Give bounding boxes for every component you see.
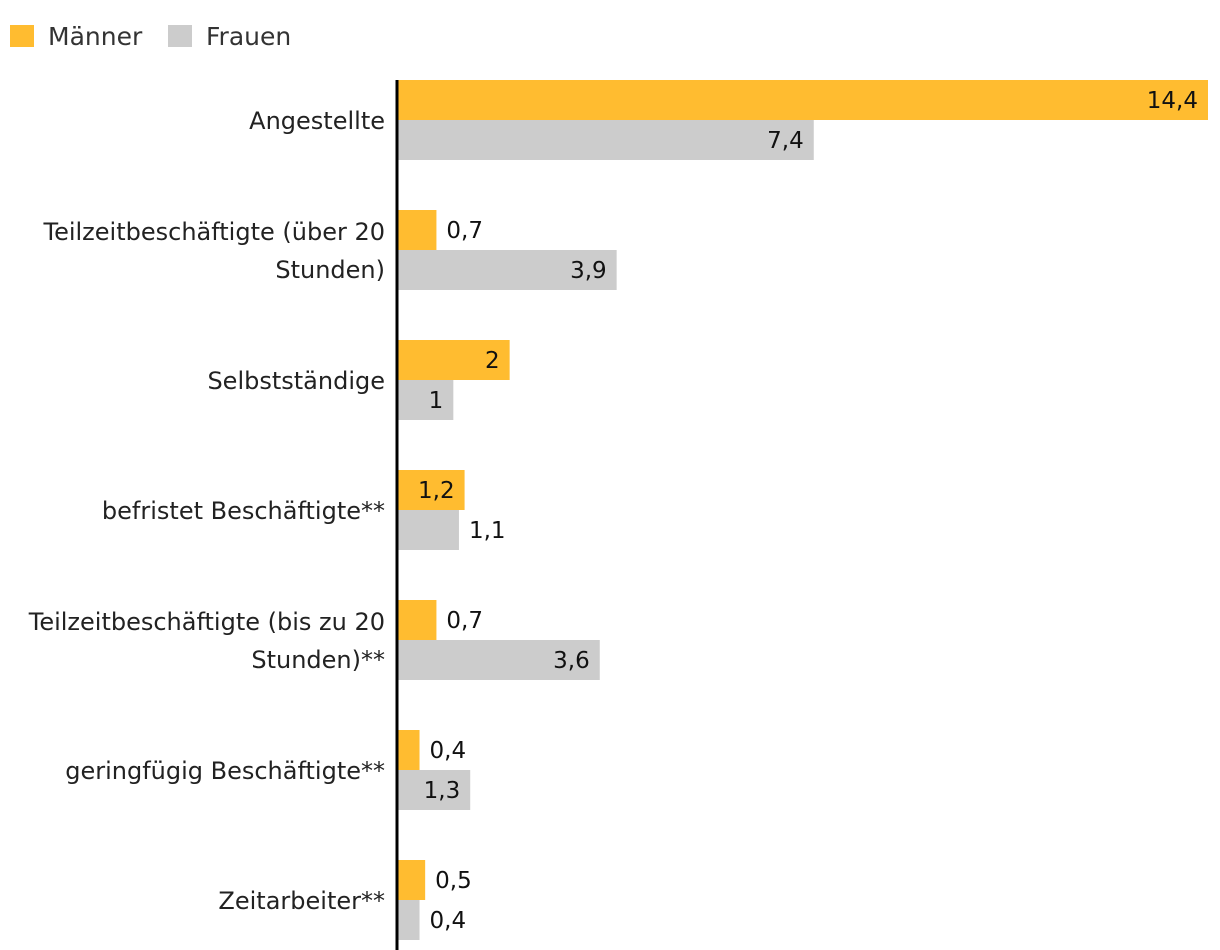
bar-maenner[interactable] xyxy=(397,340,510,380)
category-label: Teilzeitbeschäftigte (über 20 xyxy=(43,218,386,246)
category-group: Zeitarbeiter** 0,5 0,4 xyxy=(218,860,472,940)
bar-frauen[interactable] xyxy=(397,120,814,160)
category-group: Teilzeitbeschäftigte (bis zu 20 Stunden)*… xyxy=(28,600,600,680)
category-label: befristet Beschäftigte** xyxy=(102,497,385,525)
legend-swatch xyxy=(10,25,34,47)
legend-swatch xyxy=(168,25,192,47)
legend: Männer Frauen xyxy=(10,22,291,51)
category-group: geringfügig Beschäftigte** 0,4 1,3 xyxy=(65,730,471,810)
category-label: Zeitarbeiter** xyxy=(218,887,385,915)
bar-frauen[interactable] xyxy=(397,770,471,810)
data-label: 3,9 xyxy=(570,258,607,284)
data-label: 0,4 xyxy=(430,738,467,764)
data-label: 1 xyxy=(429,388,444,414)
data-label: 0,7 xyxy=(446,218,483,244)
legend-label: Männer xyxy=(48,22,143,51)
data-label: 1,2 xyxy=(418,478,455,504)
bars: Angestellte 14,4 7,4 Teilzeitbeschäftigte (… xyxy=(28,80,1208,940)
category-group: befristet Beschäftigte** 1,2 1,1 xyxy=(102,470,506,550)
category-group: Teilzeitbeschäftigte (über 20 Stunden) 0,7… xyxy=(43,210,617,290)
category-label: Teilzeitbeschäftigte (bis zu 20 xyxy=(28,608,385,636)
bar-frauen[interactable] xyxy=(397,510,459,550)
category-label: Selbstständige xyxy=(207,367,385,395)
data-label: 0,7 xyxy=(446,608,483,634)
data-label: 1,1 xyxy=(469,518,506,544)
data-label: 14,4 xyxy=(1147,88,1198,114)
bar-maenner[interactable] xyxy=(397,210,437,250)
bar-maenner[interactable] xyxy=(397,470,465,510)
category-group: Selbstständige 2 1 xyxy=(207,340,510,420)
data-label: 3,6 xyxy=(553,648,590,674)
category-label: geringfügig Beschäftigte** xyxy=(65,757,385,785)
bar-maenner[interactable] xyxy=(397,80,1208,120)
data-label: 0,4 xyxy=(430,908,467,934)
bar-frauen[interactable] xyxy=(397,900,420,940)
bar-frauen[interactable] xyxy=(397,640,600,680)
data-label: 0,5 xyxy=(435,868,472,894)
bar-maenner[interactable] xyxy=(397,860,426,900)
legend-item-frauen[interactable]: Frauen xyxy=(168,22,291,51)
bar-frauen[interactable] xyxy=(397,250,617,290)
data-label: 2 xyxy=(485,348,500,374)
bar-maenner[interactable] xyxy=(397,730,420,770)
category-label: Stunden) xyxy=(275,256,385,284)
category-label: Stunden)** xyxy=(251,646,385,674)
data-label: 7,4 xyxy=(767,128,804,154)
legend-item-maenner[interactable]: Männer xyxy=(10,22,143,51)
category-group: Angestellte 14,4 7,4 xyxy=(249,80,1208,160)
legend-label: Frauen xyxy=(206,22,291,51)
bar-maenner[interactable] xyxy=(397,600,437,640)
bar-frauen[interactable] xyxy=(397,380,454,420)
data-label: 1,3 xyxy=(424,778,461,804)
category-label: Angestellte xyxy=(249,107,385,135)
